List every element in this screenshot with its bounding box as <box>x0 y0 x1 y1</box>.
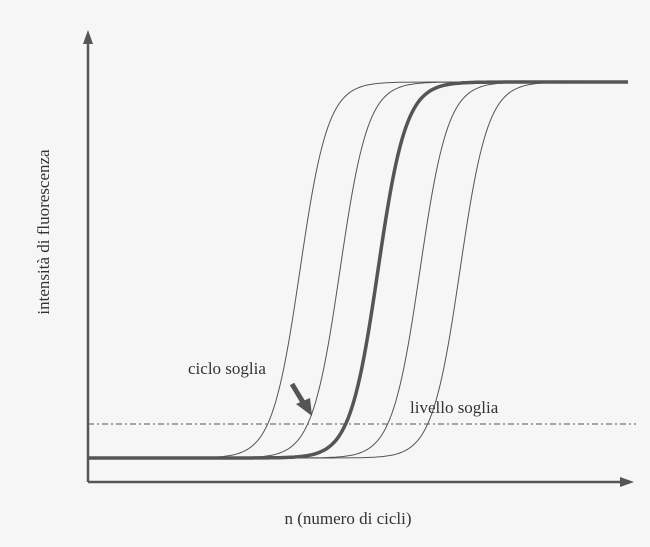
x-axis-arrow <box>620 477 634 487</box>
threshold-level-label: livello soglia <box>410 398 499 417</box>
curve <box>88 81 628 459</box>
y-axis-label: intensità di fluorescenza <box>34 149 53 315</box>
curves <box>88 80 628 460</box>
threshold-cycle-label: ciclo soglia <box>188 359 266 378</box>
y-axis-arrow <box>83 30 93 44</box>
arrow-head <box>296 398 312 416</box>
arrow-shaft <box>289 382 307 406</box>
x-axis-label: n (numero di cicli) <box>285 509 412 528</box>
